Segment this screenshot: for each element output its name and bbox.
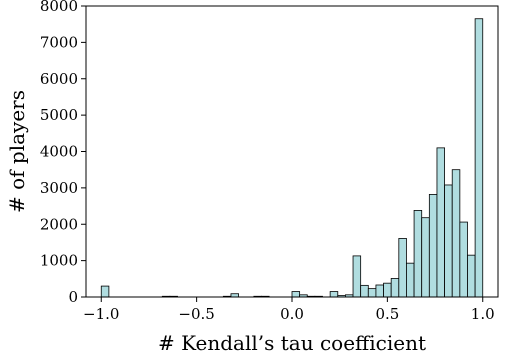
y-tick-label: 1000 — [40, 252, 78, 270]
y-axis-ticks: 0 1000 2000 3000 4000 5000 6000 7000 8000 — [40, 0, 86, 306]
histogram-bar — [436, 147, 445, 298]
y-tick-label: 2000 — [40, 215, 78, 233]
histogram-bar — [360, 284, 369, 298]
histogram-bar — [474, 18, 484, 298]
y-tick-label: 8000 — [40, 0, 78, 15]
y-tick-label: 6000 — [40, 70, 78, 88]
histogram-bar — [100, 285, 110, 298]
histogram-bar — [451, 169, 461, 298]
bars-group — [100, 18, 484, 298]
histogram-bar — [383, 282, 392, 298]
histogram-bar — [413, 210, 423, 298]
y-tick-label: 0 — [68, 288, 78, 306]
x-tick-label: −1.0 — [83, 305, 119, 323]
y-tick-label: 4000 — [40, 143, 78, 161]
histogram-bar — [329, 291, 339, 298]
y-tick-label: 5000 — [40, 106, 78, 124]
histogram-bar — [459, 221, 468, 298]
histogram-bar — [406, 262, 415, 298]
histogram-bar — [367, 288, 377, 298]
x-tick-label: 0.0 — [280, 305, 304, 323]
histogram-bar — [421, 217, 430, 298]
histogram-bar — [352, 255, 362, 298]
histogram-bar — [375, 284, 384, 298]
x-axis-ticks: −1.0 −0.5 0.0 0.5 1.0 — [83, 297, 495, 323]
histogram-bar — [398, 238, 407, 298]
x-tick-label: 1.0 — [471, 305, 495, 323]
histogram-bar — [390, 278, 400, 298]
histogram-bar — [444, 184, 453, 298]
x-axis-label: # Kendall’s tau coefficient — [158, 331, 426, 355]
histogram-bar — [291, 291, 301, 298]
x-tick-label: −0.5 — [178, 305, 214, 323]
y-axis-label: # of players — [5, 90, 29, 213]
histogram-bar — [467, 254, 476, 298]
y-tick-label: 3000 — [40, 179, 78, 197]
y-tick-label: 7000 — [40, 33, 78, 51]
histogram-bar — [428, 194, 438, 298]
x-tick-label: 0.5 — [375, 305, 399, 323]
